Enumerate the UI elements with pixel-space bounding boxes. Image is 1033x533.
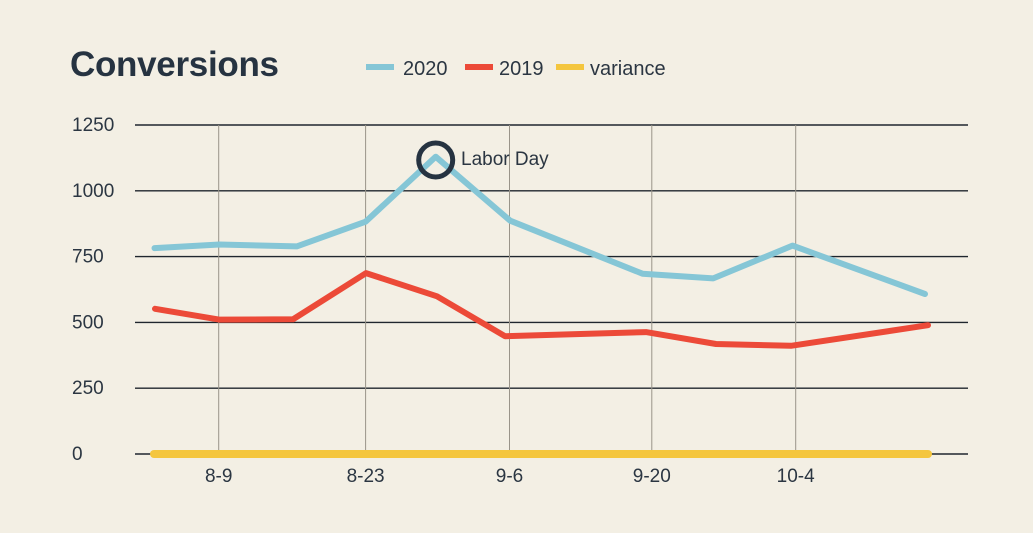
svg-text:750: 750 <box>72 247 104 268</box>
svg-text:9-6: 9-6 <box>496 466 523 487</box>
svg-text:1000: 1000 <box>72 181 114 202</box>
svg-text:500: 500 <box>72 312 104 333</box>
svg-text:10-4: 10-4 <box>777 466 815 487</box>
svg-text:8-9: 8-9 <box>205 466 232 487</box>
svg-text:250: 250 <box>72 378 104 399</box>
svg-text:1250: 1250 <box>72 115 114 136</box>
svg-text:9-20: 9-20 <box>633 466 671 487</box>
svg-text:8-23: 8-23 <box>347 466 385 487</box>
svg-text:0: 0 <box>72 444 83 465</box>
svg-text:Labor Day: Labor Day <box>461 149 549 170</box>
